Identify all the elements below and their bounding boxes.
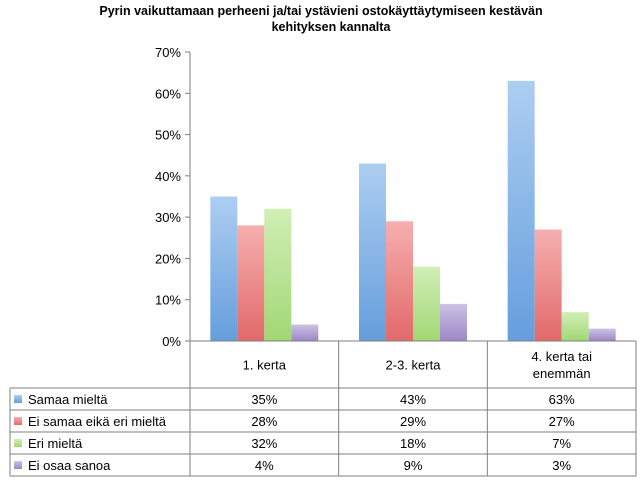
bar-eri-mielta-2-3-kerta <box>413 266 440 341</box>
data-label-eri-mielta-1-kerta: 32% <box>251 436 277 451</box>
chart-title: Pyrin vaikuttamaan perheeni ja/tai ystäv… <box>0 3 642 35</box>
bar-layer <box>210 80 616 342</box>
y-tick-label: 20% <box>155 251 181 266</box>
y-tick-label: 30% <box>155 210 181 225</box>
bar-samaa-mielta-4-kerta-tai-enemman <box>507 80 535 342</box>
chart-title-line-2: kehityksen kannalta <box>271 20 391 34</box>
y-tick-label: 70% <box>155 45 181 60</box>
axis-layer: 0% 10% 20% 30% 40% 50% 60% 70% <box>155 45 191 349</box>
bar-ei-osaa-sanoa-2-3-kerta <box>440 303 467 341</box>
legend-swatch-ei-osaa-sanoa <box>14 461 22 469</box>
data-label-eri-mielta-2-3-kerta: 18% <box>400 436 426 451</box>
legend-swatch-samaa-mielta <box>14 395 22 403</box>
bar-ei-samaa-eika-eri-mielta-2-3-kerta <box>386 221 413 341</box>
data-label-ei-samaa-eika-eri-mielta-4-kerta-tai-enemman: 27% <box>549 414 575 429</box>
legend-label-eri-mielta: Eri mieltä <box>28 436 83 451</box>
data-label-ei-samaa-eika-eri-mielta-2-3-kerta: 29% <box>400 414 426 429</box>
legend-swatch-eri-mielta <box>14 439 22 447</box>
data-label-eri-mielta-4-kerta-tai-enemman: 7% <box>552 436 571 451</box>
bar-ei-samaa-eika-eri-mielta-1-kerta <box>237 225 265 341</box>
category-label-2-3-kerta: 2-3. kerta <box>386 358 442 373</box>
bar-eri-mielta-4-kerta-tai-enemman <box>561 312 589 341</box>
data-label-ei-samaa-eika-eri-mielta-1-kerta: 28% <box>251 414 277 429</box>
y-tick-label: 40% <box>155 169 181 184</box>
bar-ei-samaa-eika-eri-mielta-4-kerta-tai-enemman <box>534 229 562 341</box>
category-label-1-kerta: 1. kerta <box>243 358 287 373</box>
legend-label-ei-samaa-eika-eri-mielta: Ei samaa eikä eri mieltä <box>28 414 167 429</box>
y-tick-label: 60% <box>155 86 181 101</box>
data-label-samaa-mielta-4-kerta-tai-enemman: 63% <box>549 392 575 407</box>
legend-label-ei-osaa-sanoa: Ei osaa sanoa <box>28 458 111 473</box>
y-tick-label: 10% <box>155 293 181 308</box>
data-label-ei-osaa-sanoa-2-3-kerta: 9% <box>404 458 423 473</box>
bar-ei-osaa-sanoa-4-kerta-tai-enemman <box>588 328 616 341</box>
bar-samaa-mielta-1-kerta <box>210 196 238 341</box>
data-label-samaa-mielta-1-kerta: 35% <box>251 392 277 407</box>
data-label-ei-osaa-sanoa-4-kerta-tai-enemman: 3% <box>552 458 571 473</box>
category-label-4-kerta-tai-enemman: 4. kerta tai enemmän <box>531 349 592 381</box>
bar-samaa-mielta-2-3-kerta <box>359 163 386 341</box>
data-table: 1. kerta 2-3. kerta 4. kerta tai enemmän Sam… <box>9 340 637 477</box>
bar-eri-mielta-1-kerta <box>264 208 292 341</box>
y-tick-label: 0% <box>162 334 181 349</box>
y-tick-label: 50% <box>155 128 181 143</box>
chart-title-line-1: Pyrin vaikuttamaan perheeni ja/tai ystäv… <box>99 4 543 18</box>
data-label-samaa-mielta-2-3-kerta: 43% <box>400 392 426 407</box>
bar-ei-osaa-sanoa-1-kerta <box>291 324 319 341</box>
legend-label-samaa-mielta: Samaa mieltä <box>28 392 108 407</box>
legend-swatch-ei-samaa-eika-eri-mielta <box>14 417 22 425</box>
data-label-ei-osaa-sanoa-1-kerta: 4% <box>255 458 274 473</box>
